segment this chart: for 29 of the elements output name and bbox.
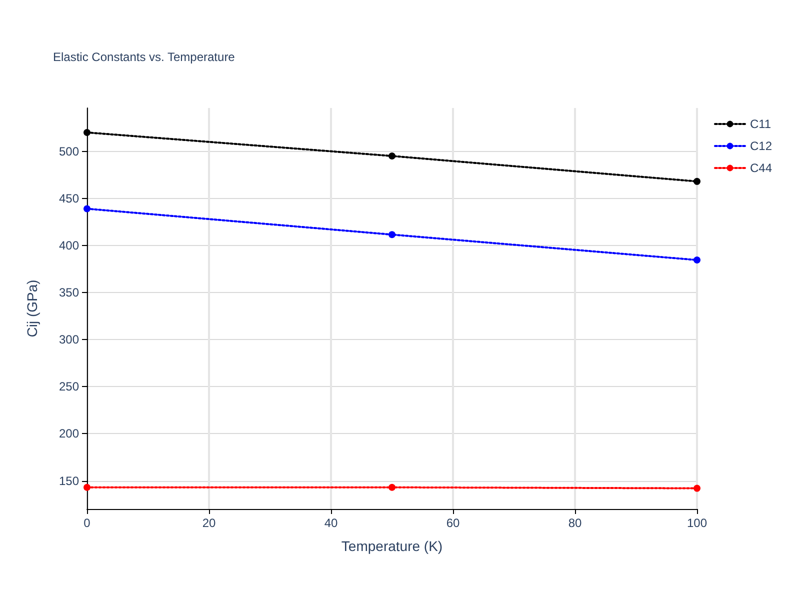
y-tick-label: 300 <box>58 332 80 347</box>
x-tick-label: 60 <box>446 516 460 530</box>
point <box>388 484 396 491</box>
point <box>694 178 700 185</box>
point <box>84 484 90 491</box>
legend-label: C12 <box>750 139 772 153</box>
y-tick-label: 250 <box>58 380 80 394</box>
y-tick-label: 500 <box>58 144 80 158</box>
y-tick-label: 150 <box>58 474 80 488</box>
point <box>694 256 700 264</box>
point <box>388 152 396 160</box>
y-tick-label: 450 <box>58 191 80 206</box>
x-axis-title: Temperature (K) <box>341 538 443 554</box>
legend-label: C44 <box>750 161 772 175</box>
x-tick-label: 100 <box>686 516 708 530</box>
x-tick-label: 40 <box>324 516 338 530</box>
point <box>84 205 90 212</box>
point <box>84 128 90 136</box>
point <box>694 484 700 492</box>
point <box>388 231 396 238</box>
x-tick-label: 80 <box>568 516 582 530</box>
x-tick-label: 0 <box>84 516 91 530</box>
y-tick-label: 350 <box>58 286 80 300</box>
x-tick-label: 20 <box>202 516 216 530</box>
legend-label: C11 <box>750 117 772 131</box>
y-axis-title: Cij (GPa) <box>24 280 40 338</box>
y-tick-label: 400 <box>58 238 80 252</box>
chart-title: Elastic Constants vs. Temperature <box>53 50 236 64</box>
y-tick-label: 200 <box>58 426 80 441</box>
